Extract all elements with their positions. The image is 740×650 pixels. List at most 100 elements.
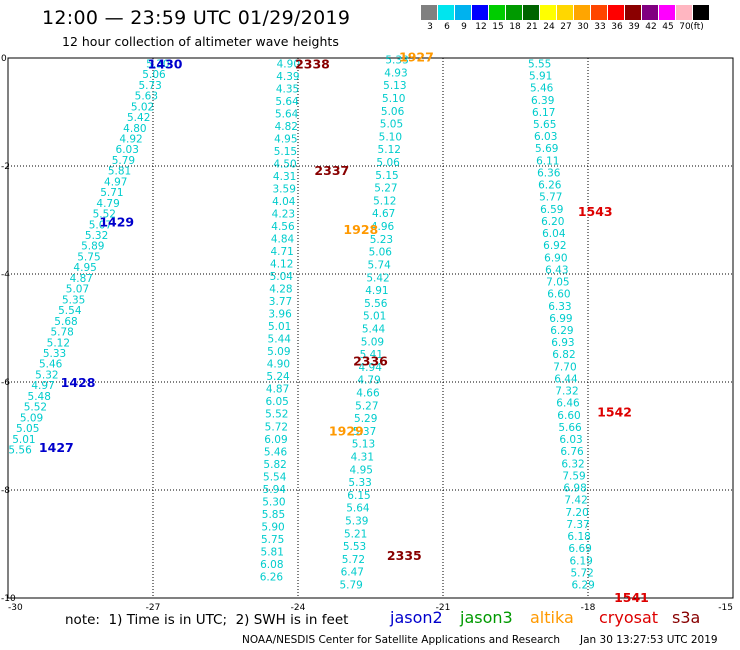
swh-value-s3a: 5.64	[275, 96, 299, 108]
swh-value-s3a: 4.56	[271, 221, 295, 233]
swh-value-altika: 5.64	[346, 503, 370, 515]
colorbar-label: 27	[560, 22, 572, 32]
swh-value-altika: 5.41	[360, 349, 383, 361]
swh-value-altika: 5.29	[354, 413, 377, 425]
swh-value-s3a: 5.24	[266, 371, 290, 383]
colorbar-swatch	[642, 5, 659, 20]
time-label-jason2: 1428	[61, 375, 96, 390]
swh-value-altika: 4.95	[350, 464, 373, 476]
swh-value-altika: 5.56	[364, 298, 388, 310]
swh-value-s3a: 5.54	[263, 471, 287, 483]
swh-value-jason2: 5.75	[77, 251, 100, 263]
swh-value-altika: 5.79	[339, 580, 362, 592]
swh-value-cryosat: 5.77	[539, 192, 562, 204]
colorbar-label: 30	[577, 22, 589, 32]
colorbar-swatch	[676, 5, 693, 20]
swh-value-altika: 5.27	[374, 183, 397, 195]
swh-value-s3a: 4.84	[271, 234, 295, 246]
swh-value-cryosat: 6.33	[548, 301, 571, 313]
swh-value-altika: 5.72	[342, 554, 365, 566]
swh-value-altika: 5.06	[369, 247, 393, 259]
swh-value-s3a: 4.95	[274, 133, 297, 145]
swh-value-jason2: 4.92	[119, 133, 142, 145]
swh-value-cryosat: 5.72	[570, 567, 593, 579]
swh-value-cryosat: 6.36	[537, 167, 561, 179]
colorbar-swatch	[506, 5, 523, 20]
swh-value-cryosat: 6.32	[561, 458, 584, 470]
swh-value-s3a: 4.28	[269, 284, 292, 296]
time-label-altika: 1927	[399, 49, 434, 64]
time-label-jason2: 1427	[39, 440, 74, 455]
swh-value-altika: 4.93	[384, 67, 407, 79]
swh-value-s3a: 5.75	[261, 534, 284, 546]
swh-value-s3a: 5.44	[268, 334, 292, 346]
colorbar-label: 6	[444, 22, 450, 32]
x-tick-label: -21	[436, 603, 451, 613]
swh-value-altika: 5.23	[370, 234, 393, 246]
swh-value-cryosat: 5.55	[528, 58, 551, 70]
time-label-altika: 1928	[343, 222, 378, 237]
swh-value-s3a: 4.87	[266, 384, 289, 396]
time-label-cryosat: 1542	[597, 405, 632, 420]
swh-value-cryosat: 7.05	[546, 277, 569, 289]
time-label-s3a: 2338	[295, 56, 330, 71]
swh-value-altika: 5.05	[380, 119, 403, 131]
swh-value-cryosat: 6.46	[556, 398, 580, 410]
colorbar-swatch	[625, 5, 642, 20]
swh-value-jason2: 5.63	[135, 91, 158, 103]
swh-value-cryosat: 5.46	[530, 83, 554, 95]
swh-value-cryosat: 6.93	[551, 337, 574, 349]
x-tick-label: -30	[8, 603, 23, 613]
y-tick-label: -4	[1, 270, 10, 280]
swh-value-jason2: 5.81	[108, 166, 131, 178]
swh-value-altika: 5.33	[385, 55, 408, 67]
swh-value-s3a: 4.82	[275, 121, 298, 133]
swh-value-jason2: 5.32	[35, 369, 58, 381]
swh-value-s3a: 5.64	[275, 108, 299, 120]
swh-value-s3a: 5.94	[263, 484, 287, 496]
swh-value-cryosat: 6.59	[540, 204, 563, 216]
swh-value-altika: 5.74	[367, 259, 391, 271]
y-tick-label: -10	[1, 594, 16, 604]
swh-value-cryosat: 6.39	[531, 95, 554, 107]
legend-jason2: jason2	[390, 608, 443, 627]
credit-line: NOAA/NESDIS Center for Satellite Applica…	[242, 634, 560, 646]
swh-value-s3a: 4.71	[270, 246, 293, 258]
swh-value-s3a: 4.23	[272, 209, 295, 221]
swh-value-jason2: 5.09	[20, 412, 43, 424]
swh-value-cryosat: 6.60	[557, 410, 580, 422]
swh-value-cryosat: 6.11	[536, 155, 559, 167]
swh-value-altika: 5.12	[373, 195, 396, 207]
swh-value-s3a: 5.46	[264, 446, 288, 458]
timestamp: Jan 30 13:27:53 UTC 2019	[580, 634, 718, 646]
colorbar-swatch	[455, 5, 472, 20]
colorbar-label: 9	[461, 22, 467, 32]
swh-value-cryosat: 6.17	[532, 107, 555, 119]
time-label-cryosat: 1543	[578, 204, 613, 219]
swh-value-jason2: 4.80	[123, 123, 146, 135]
swh-value-altika: 4.91	[365, 285, 388, 297]
footnote: note: 1) Time is in UTC; 2) SWH is in fe…	[65, 612, 349, 628]
swh-value-altika: 5.15	[375, 170, 398, 182]
plot-frame	[7, 57, 734, 599]
swh-value-s3a: 6.05	[265, 396, 288, 408]
swh-value-altika: 5.01	[363, 311, 386, 323]
x-tick-label: -27	[146, 603, 161, 613]
swh-value-cryosat: 7.37	[566, 519, 589, 531]
swh-value-s3a: 5.81	[261, 546, 284, 558]
swh-value-s3a: 4.12	[270, 259, 293, 271]
colorbar-label: 21	[526, 22, 538, 32]
swh-value-jason2: 5.12	[47, 337, 70, 349]
swh-value-altika: 5.53	[343, 541, 366, 553]
swh-value-s3a: 5.15	[274, 146, 297, 158]
colorbar-swatch	[523, 5, 540, 20]
page-subtitle: 12 hour collection of altimeter wave hei…	[62, 34, 339, 49]
swh-value-jason2: 5.30	[146, 58, 169, 70]
colorbar-swatch	[659, 5, 676, 20]
swh-value-altika: 5.42	[366, 272, 389, 284]
swh-value-cryosat: 6.44	[554, 373, 578, 385]
page-title: 12:00 — 23:59 UTC 01/29/2019	[42, 7, 351, 29]
swh-value-cryosat: 6.29	[571, 580, 594, 592]
swh-value-jason2: 5.06	[142, 69, 166, 81]
